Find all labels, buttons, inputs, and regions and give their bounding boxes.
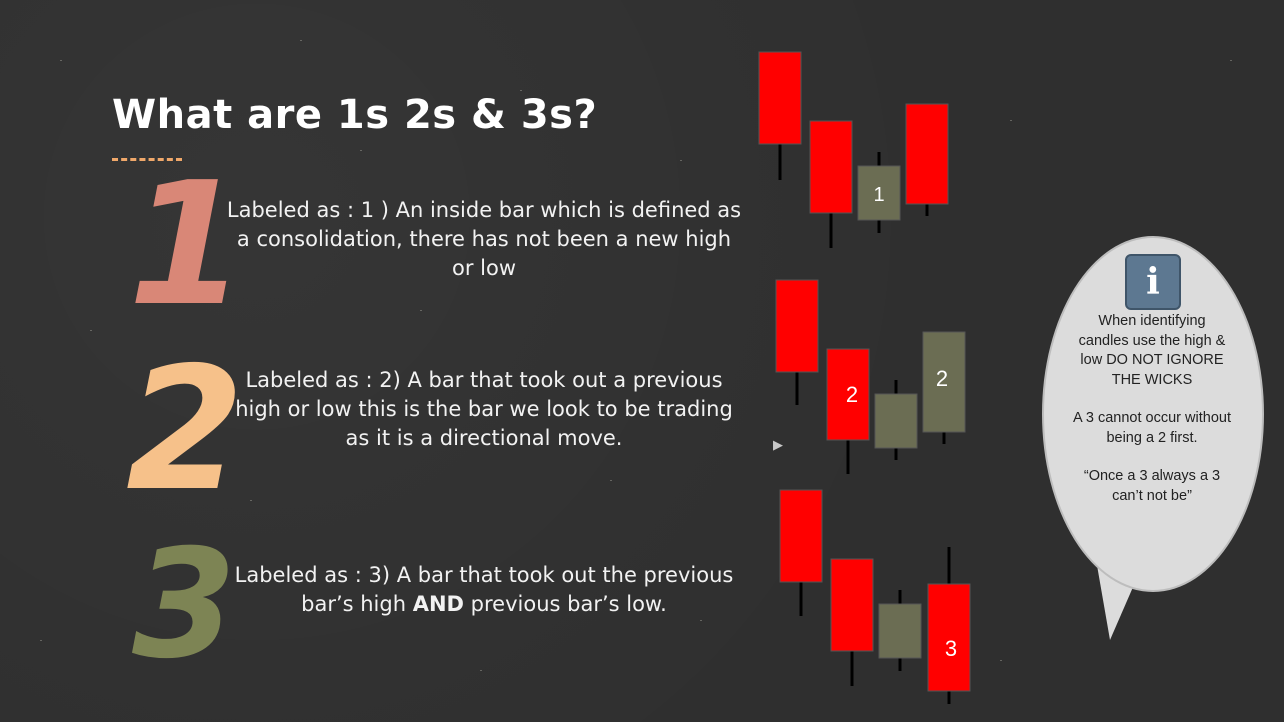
candle-label-one: 1 [873,184,884,206]
description-three-start: Labeled as : 3) A bar that took out the … [234,563,734,616]
candle-red [809,120,853,214]
candle-group-two: 2 2 [775,279,966,474]
candle-red [830,558,874,652]
candle-inside [857,165,901,221]
candle-group-one: 1 [758,51,949,248]
candle-outside [927,583,971,692]
candle-red [758,51,802,145]
candle-label-two-b: 2 [936,366,948,391]
numeral-two: 2 [126,331,245,529]
bubble-tip-quote: “Once a 3 always a 3 can’t not be” [1083,468,1221,504]
slide-title: What are 1s 2s & 3s? [112,92,598,138]
description-three-bold: AND [412,592,464,616]
description-two: Labeled as : 2) A bar that took out a pr… [235,368,733,450]
bubble-tip-wicks: When identifying candles use the high & … [1078,313,1226,388]
info-icon: i [1125,254,1181,310]
candle-red [826,348,870,441]
candle-red [905,103,949,205]
candle-group-three: 3 [779,489,971,704]
mouse-cursor-icon: ▶ [773,438,783,453]
candle-label-two-a: 2 [846,382,858,407]
description-three-end: previous bar’s low. [463,592,667,616]
candle-inside [874,393,918,449]
candle-label-three: 3 [945,636,957,661]
candle-olive [922,331,966,433]
candle-inside [878,603,922,659]
title-underline [112,158,182,164]
bubble-text: When identifying candles use the high & … [1072,312,1232,525]
numeral-three: 3 [132,518,237,692]
bubble-tip-three: A 3 cannot occur without being a 2 first… [1073,410,1231,446]
description-three: Labeled as : 3) A bar that took out the … [224,561,744,619]
numeral-one: 1 [128,146,247,344]
description-one: Labeled as : 1 ) An inside bar which is … [226,198,742,280]
candle-red [775,279,819,373]
candle-red [779,489,823,583]
